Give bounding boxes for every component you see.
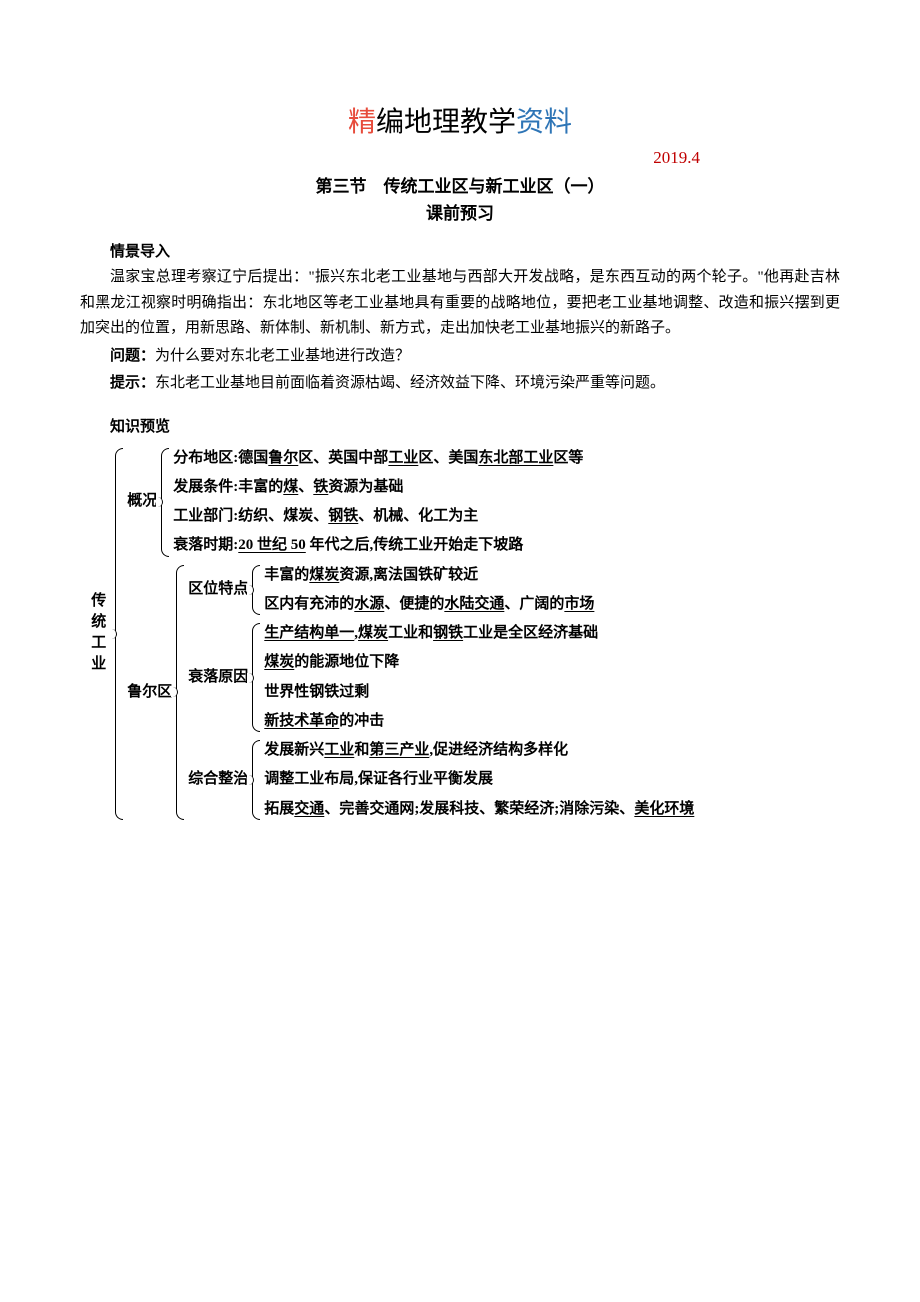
main-title: 精编地理教学资料: [80, 100, 840, 140]
hint-text: 东北老工业基地目前面临着资源枯竭、经济效益下降、环境污染严重等问题。: [155, 375, 665, 391]
overview-group: 概况 分布地区:德国鲁尔区、英国中部工业区、美国东北部工业区等发展条件:丰富的煤…: [125, 444, 696, 561]
question-row: 问题：为什么要对东北老工业基地进行改造？: [80, 344, 840, 370]
ruhr-row: 调整工业布局,保证各行业平衡发展: [262, 765, 696, 794]
title-part-bian: 编: [376, 107, 404, 138]
question-label: 问题：: [110, 348, 155, 364]
overview-label: 概况: [125, 444, 159, 561]
ruhr-row: 生产结构单一,煤炭工业和钢铁工业是全区经济基础: [262, 619, 600, 648]
subgroup-label: 综合整治: [186, 736, 250, 824]
overview-row: 衰落时期:20 世纪 50 年代之后,传统工业开始走下坡路: [171, 531, 585, 560]
hint-row: 提示：东北老工业基地目前面临着资源枯竭、经济效益下降、环境污染严重等问题。: [80, 371, 840, 397]
title-part-dili: 地理: [404, 107, 460, 138]
brace-root: [113, 444, 125, 824]
brace-subgroup: [250, 619, 262, 736]
subgroup-label: 衰落原因: [186, 619, 250, 736]
knowledge-heading: 知识预览: [80, 415, 840, 436]
root-label-text: 传统工业: [82, 592, 111, 676]
brace-subgroup: [250, 561, 262, 620]
brace-overview: [159, 444, 171, 561]
title-part-jiaoxue: 教学: [460, 107, 516, 138]
brace-subgroup: [250, 736, 262, 824]
title-part-ziliao: 资料: [516, 107, 572, 138]
ruhr-row: 世界性钢铁过剩: [262, 678, 600, 707]
scenario-heading: 情景导入: [80, 240, 840, 261]
ruhr-row: 丰富的煤炭资源,离法国铁矿较近: [262, 561, 596, 590]
scenario-body: 温家宝总理考察辽宁后提出："振兴东北老工业基地与西部大开发战略，是东西互动的两个…: [80, 265, 840, 342]
ruhr-row: 煤炭的能源地位下降: [262, 648, 600, 677]
brace-ruhr: [174, 561, 186, 824]
overview-row: 发展条件:丰富的煤、铁资源为基础: [171, 473, 585, 502]
ruhr-subgroup: 综合整治发展新兴工业和第三产业,促进经济结构多样化调整工业布局,保证各行业平衡发…: [186, 736, 696, 824]
overview-row: 分布地区:德国鲁尔区、英国中部工业区、美国东北部工业区等: [171, 444, 585, 473]
ruhr-subgroup: 区位特点丰富的煤炭资源,离法国铁矿较近区内有充沛的水源、便捷的水陆交通、广阔的市…: [186, 561, 696, 620]
overview-row: 工业部门:纺织、煤炭、钢铁、机械、化工为主: [171, 502, 585, 531]
ruhr-label: 鲁尔区: [125, 561, 174, 824]
hint-label: 提示：: [110, 375, 155, 391]
subgroup-label: 区位特点: [186, 561, 250, 620]
ruhr-row: 拓展交通、完善交通网;发展科技、繁荣经济;消除污染、美化环境: [262, 795, 696, 824]
ruhr-subgroup: 衰落原因生产结构单一,煤炭工业和钢铁工业是全区经济基础煤炭的能源地位下降世界性钢…: [186, 619, 696, 736]
section-title: 第三节 传统工业区与新工业区（一）: [80, 172, 840, 197]
date-line: 2019.4: [80, 148, 840, 168]
tree-diagram: 传统工业 概况 分布地区:德国鲁尔区、英国中部工业区、美国东北部工业区等发展条件…: [80, 444, 840, 824]
root-label: 传统工业: [80, 444, 113, 824]
subsection-title: 课前预习: [80, 199, 840, 224]
ruhr-group: 鲁尔区 区位特点丰富的煤炭资源,离法国铁矿较近区内有充沛的水源、便捷的水陆交通、…: [125, 561, 696, 824]
ruhr-row: 新技术革命的冲击: [262, 707, 600, 736]
title-part-jing: 精: [348, 107, 376, 138]
ruhr-row: 区内有充沛的水源、便捷的水陆交通、广阔的市场: [262, 590, 596, 619]
ruhr-label-text: 鲁尔区: [127, 678, 172, 707]
overview-label-text: 概况: [127, 487, 157, 516]
ruhr-row: 发展新兴工业和第三产业,促进经济结构多样化: [262, 736, 696, 765]
question-text: 为什么要对东北老工业基地进行改造？: [155, 348, 410, 364]
